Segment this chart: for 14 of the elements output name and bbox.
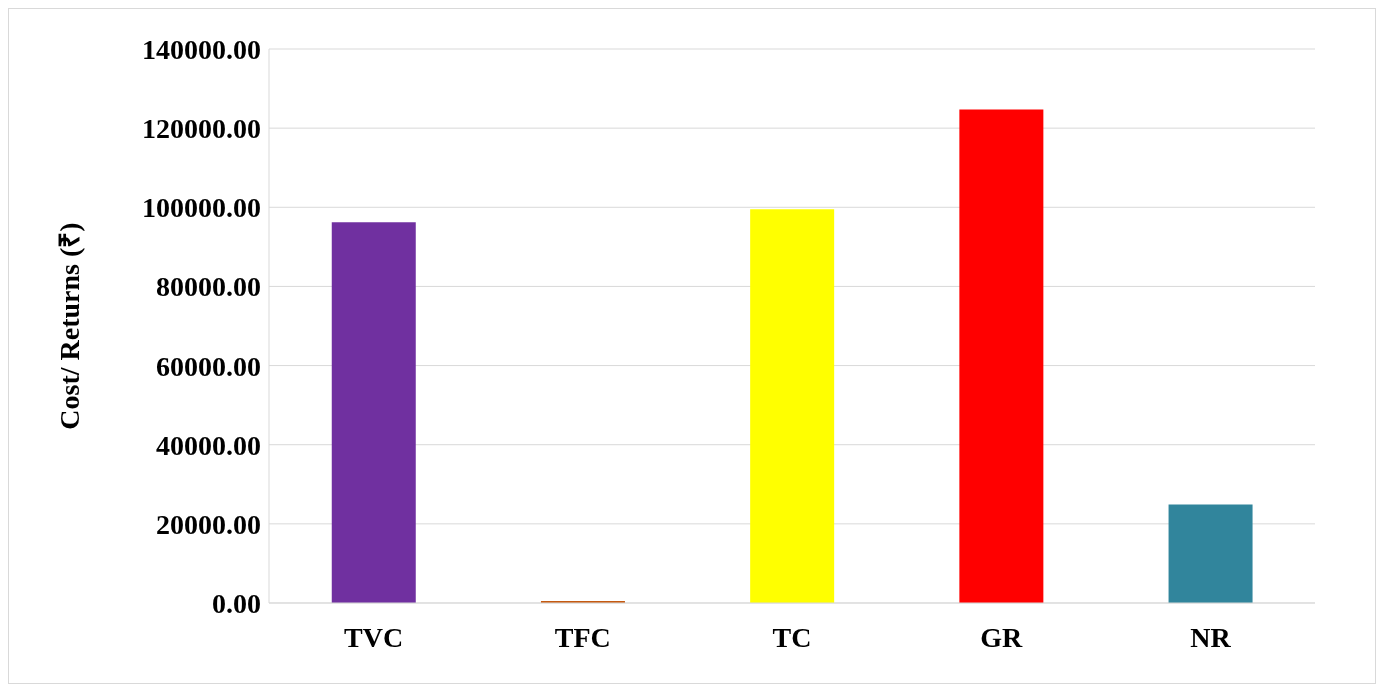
y-tick-label: 140000.00 — [142, 33, 261, 65]
y-tick-label: 20000.00 — [156, 508, 261, 540]
y-tick-label: 80000.00 — [156, 271, 261, 303]
y-tick-label: 120000.00 — [142, 113, 261, 145]
x-tick-label: TFC — [554, 621, 611, 653]
x-tick-label: TVC — [344, 621, 404, 653]
x-tick-label: GR — [980, 621, 1023, 653]
y-tick-label: 100000.00 — [142, 192, 261, 224]
y-tick-label: 60000.00 — [156, 350, 261, 382]
y-axis-title: Cost/ Returns (₹) — [53, 222, 85, 430]
y-tick-label: 40000.00 — [156, 429, 261, 461]
y-tick-label: 0.00 — [212, 587, 261, 619]
x-tick-label: NR — [1190, 621, 1232, 653]
x-tick-label: TC — [772, 621, 812, 653]
